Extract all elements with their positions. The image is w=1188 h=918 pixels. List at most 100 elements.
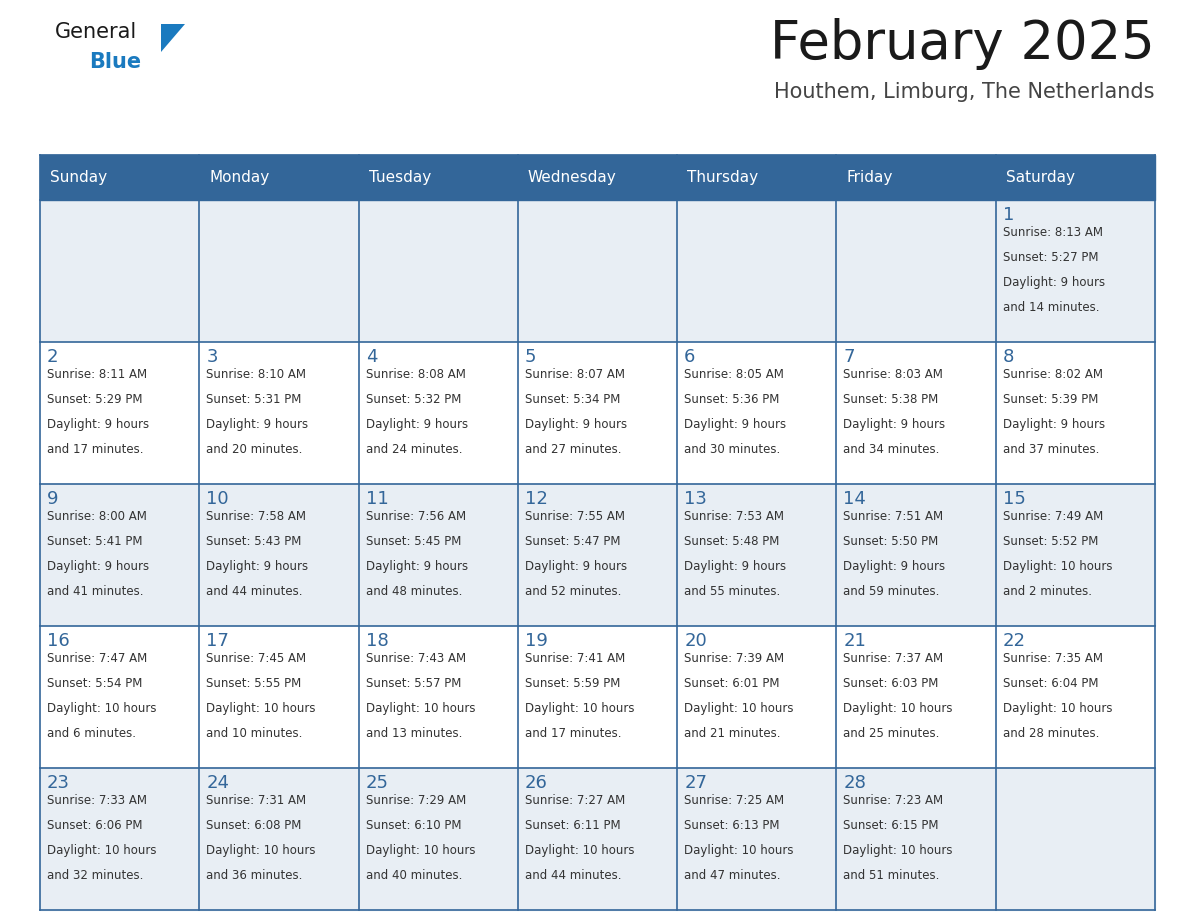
Bar bbox=[40, 200, 200, 342]
Text: Daylight: 9 hours: Daylight: 9 hours bbox=[366, 560, 468, 573]
Text: Sunset: 5:54 PM: Sunset: 5:54 PM bbox=[48, 677, 143, 690]
Text: Sunrise: 7:56 AM: Sunrise: 7:56 AM bbox=[366, 510, 466, 523]
Text: 5: 5 bbox=[525, 348, 536, 366]
Text: Saturday: Saturday bbox=[1006, 170, 1075, 185]
Text: Sunset: 5:48 PM: Sunset: 5:48 PM bbox=[684, 535, 779, 548]
Text: Sunrise: 7:51 AM: Sunrise: 7:51 AM bbox=[843, 510, 943, 523]
Text: Sunrise: 7:39 AM: Sunrise: 7:39 AM bbox=[684, 652, 784, 665]
Text: and 40 minutes.: and 40 minutes. bbox=[366, 868, 462, 881]
Bar bbox=[40, 155, 1155, 200]
Text: Daylight: 9 hours: Daylight: 9 hours bbox=[525, 418, 627, 431]
Text: Daylight: 9 hours: Daylight: 9 hours bbox=[684, 560, 786, 573]
Text: Daylight: 10 hours: Daylight: 10 hours bbox=[1003, 701, 1112, 715]
Text: and 28 minutes.: and 28 minutes. bbox=[1003, 727, 1099, 740]
Bar bbox=[996, 200, 1155, 342]
Text: and 24 minutes.: and 24 minutes. bbox=[366, 442, 462, 455]
Text: and 48 minutes.: and 48 minutes. bbox=[366, 585, 462, 598]
Bar bbox=[996, 342, 1155, 484]
Text: Daylight: 10 hours: Daylight: 10 hours bbox=[684, 844, 794, 856]
Bar bbox=[359, 768, 518, 910]
Text: Sunrise: 8:02 AM: Sunrise: 8:02 AM bbox=[1003, 368, 1102, 381]
Text: Daylight: 9 hours: Daylight: 9 hours bbox=[366, 418, 468, 431]
Bar bbox=[996, 768, 1155, 910]
Text: 4: 4 bbox=[366, 348, 377, 366]
Text: 26: 26 bbox=[525, 774, 548, 792]
Text: and 44 minutes.: and 44 minutes. bbox=[207, 585, 303, 598]
Bar bbox=[200, 342, 359, 484]
Text: Sunrise: 7:53 AM: Sunrise: 7:53 AM bbox=[684, 510, 784, 523]
Text: Daylight: 10 hours: Daylight: 10 hours bbox=[207, 701, 316, 715]
Bar bbox=[677, 626, 836, 768]
Text: 24: 24 bbox=[207, 774, 229, 792]
Bar bbox=[518, 484, 677, 626]
Text: and 47 minutes.: and 47 minutes. bbox=[684, 868, 781, 881]
Text: February 2025: February 2025 bbox=[770, 18, 1155, 70]
Text: Sunrise: 7:43 AM: Sunrise: 7:43 AM bbox=[366, 652, 466, 665]
Text: General: General bbox=[55, 22, 138, 42]
Text: and 30 minutes.: and 30 minutes. bbox=[684, 442, 781, 455]
Bar bbox=[40, 626, 200, 768]
Text: and 14 minutes.: and 14 minutes. bbox=[1003, 301, 1099, 314]
Text: Daylight: 9 hours: Daylight: 9 hours bbox=[525, 560, 627, 573]
Text: and 6 minutes.: and 6 minutes. bbox=[48, 727, 135, 740]
Text: Sunset: 6:11 PM: Sunset: 6:11 PM bbox=[525, 819, 620, 832]
Bar bbox=[677, 342, 836, 484]
Text: Sunrise: 7:35 AM: Sunrise: 7:35 AM bbox=[1003, 652, 1102, 665]
Text: and 20 minutes.: and 20 minutes. bbox=[207, 442, 303, 455]
Text: Daylight: 10 hours: Daylight: 10 hours bbox=[684, 701, 794, 715]
Text: and 55 minutes.: and 55 minutes. bbox=[684, 585, 781, 598]
Text: and 36 minutes.: and 36 minutes. bbox=[207, 868, 303, 881]
Text: 12: 12 bbox=[525, 490, 548, 508]
Text: 2: 2 bbox=[48, 348, 58, 366]
Text: Monday: Monday bbox=[209, 170, 270, 185]
Text: Daylight: 9 hours: Daylight: 9 hours bbox=[684, 418, 786, 431]
Text: and 27 minutes.: and 27 minutes. bbox=[525, 442, 621, 455]
Text: and 34 minutes.: and 34 minutes. bbox=[843, 442, 940, 455]
Text: Daylight: 9 hours: Daylight: 9 hours bbox=[1003, 275, 1105, 289]
Text: Daylight: 10 hours: Daylight: 10 hours bbox=[366, 701, 475, 715]
Text: and 52 minutes.: and 52 minutes. bbox=[525, 585, 621, 598]
Bar bbox=[518, 200, 677, 342]
Text: Daylight: 10 hours: Daylight: 10 hours bbox=[207, 844, 316, 856]
Text: Sunrise: 7:33 AM: Sunrise: 7:33 AM bbox=[48, 794, 147, 807]
Text: Sunset: 5:39 PM: Sunset: 5:39 PM bbox=[1003, 393, 1098, 406]
Text: Daylight: 10 hours: Daylight: 10 hours bbox=[48, 844, 157, 856]
Bar bbox=[359, 342, 518, 484]
Text: 20: 20 bbox=[684, 632, 707, 650]
Text: Sunset: 6:10 PM: Sunset: 6:10 PM bbox=[366, 819, 461, 832]
Text: 6: 6 bbox=[684, 348, 695, 366]
Text: Sunrise: 8:05 AM: Sunrise: 8:05 AM bbox=[684, 368, 784, 381]
Text: Daylight: 9 hours: Daylight: 9 hours bbox=[48, 560, 150, 573]
Text: and 17 minutes.: and 17 minutes. bbox=[48, 442, 144, 455]
Text: Sunset: 6:15 PM: Sunset: 6:15 PM bbox=[843, 819, 939, 832]
Bar bbox=[836, 768, 996, 910]
Text: and 25 minutes.: and 25 minutes. bbox=[843, 727, 940, 740]
Text: Sunrise: 7:47 AM: Sunrise: 7:47 AM bbox=[48, 652, 147, 665]
Bar bbox=[200, 626, 359, 768]
Bar bbox=[40, 484, 200, 626]
Text: Sunrise: 8:03 AM: Sunrise: 8:03 AM bbox=[843, 368, 943, 381]
Text: 21: 21 bbox=[843, 632, 866, 650]
Text: Daylight: 9 hours: Daylight: 9 hours bbox=[843, 560, 946, 573]
Text: and 44 minutes.: and 44 minutes. bbox=[525, 868, 621, 881]
Text: Sunrise: 7:49 AM: Sunrise: 7:49 AM bbox=[1003, 510, 1102, 523]
Text: Sunrise: 8:13 AM: Sunrise: 8:13 AM bbox=[1003, 226, 1102, 239]
Text: Daylight: 10 hours: Daylight: 10 hours bbox=[1003, 560, 1112, 573]
Text: Sunrise: 7:27 AM: Sunrise: 7:27 AM bbox=[525, 794, 625, 807]
Text: Sunset: 6:08 PM: Sunset: 6:08 PM bbox=[207, 819, 302, 832]
Text: Sunrise: 7:29 AM: Sunrise: 7:29 AM bbox=[366, 794, 466, 807]
Bar bbox=[677, 484, 836, 626]
Text: Sunset: 5:36 PM: Sunset: 5:36 PM bbox=[684, 393, 779, 406]
Bar bbox=[518, 768, 677, 910]
Text: and 59 minutes.: and 59 minutes. bbox=[843, 585, 940, 598]
Text: Sunset: 5:52 PM: Sunset: 5:52 PM bbox=[1003, 535, 1098, 548]
Text: 10: 10 bbox=[207, 490, 229, 508]
Text: 8: 8 bbox=[1003, 348, 1015, 366]
Text: Daylight: 10 hours: Daylight: 10 hours bbox=[48, 701, 157, 715]
Text: Sunrise: 8:00 AM: Sunrise: 8:00 AM bbox=[48, 510, 147, 523]
Text: 23: 23 bbox=[48, 774, 70, 792]
Text: 7: 7 bbox=[843, 348, 855, 366]
Bar bbox=[200, 484, 359, 626]
Bar bbox=[359, 200, 518, 342]
Bar bbox=[836, 200, 996, 342]
